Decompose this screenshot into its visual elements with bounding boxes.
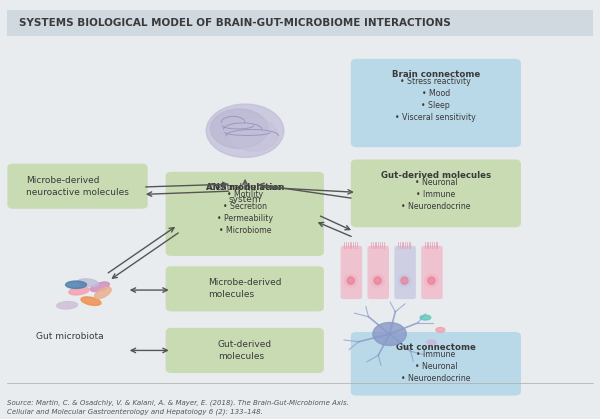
Ellipse shape	[427, 340, 436, 344]
FancyBboxPatch shape	[166, 328, 324, 373]
Text: • Immune
• Neuronal
• Neuroendocrine: • Immune • Neuronal • Neuroendocrine	[401, 350, 470, 383]
FancyBboxPatch shape	[166, 266, 324, 311]
Ellipse shape	[95, 287, 111, 299]
Text: Central nervous
system: Central nervous system	[209, 183, 281, 204]
Ellipse shape	[69, 287, 89, 295]
Ellipse shape	[420, 315, 431, 320]
Text: ANS modulation: ANS modulation	[206, 183, 284, 192]
Ellipse shape	[77, 279, 98, 287]
FancyBboxPatch shape	[7, 163, 148, 209]
Ellipse shape	[65, 281, 86, 288]
Text: Source: Martin, C. & Osadchiy, V. & Kalani, A. & Mayer, E. (2018). The Brain-Gut: Source: Martin, C. & Osadchiy, V. & Kala…	[7, 400, 349, 415]
Text: Microbe-derived
neuroactive molecules: Microbe-derived neuroactive molecules	[26, 176, 129, 197]
Ellipse shape	[91, 282, 109, 292]
FancyBboxPatch shape	[367, 246, 389, 299]
FancyBboxPatch shape	[7, 10, 593, 36]
FancyBboxPatch shape	[421, 246, 443, 299]
Text: • Motility
• Secretion
• Permeability
• Microbiome: • Motility • Secretion • Permeability • …	[217, 190, 273, 235]
Text: Microbe-derived
molecules: Microbe-derived molecules	[208, 279, 281, 299]
FancyBboxPatch shape	[351, 332, 521, 396]
FancyBboxPatch shape	[341, 246, 362, 299]
Ellipse shape	[56, 302, 77, 309]
FancyBboxPatch shape	[394, 246, 416, 299]
Ellipse shape	[401, 277, 408, 285]
Circle shape	[373, 323, 406, 346]
Text: Gut-derived molecules: Gut-derived molecules	[381, 171, 491, 180]
Text: • Neuronal
• Immune
• Neuroendocrine: • Neuronal • Immune • Neuroendocrine	[401, 178, 470, 211]
Circle shape	[211, 109, 268, 148]
Text: Gut connectome: Gut connectome	[396, 344, 476, 352]
Ellipse shape	[371, 274, 384, 287]
FancyBboxPatch shape	[351, 59, 521, 147]
Ellipse shape	[344, 274, 358, 287]
Circle shape	[206, 104, 284, 158]
Text: Gut microbiota: Gut microbiota	[36, 331, 104, 341]
Circle shape	[230, 119, 278, 151]
Ellipse shape	[428, 277, 435, 285]
Ellipse shape	[347, 277, 355, 285]
Text: Brain connectome: Brain connectome	[392, 70, 480, 79]
Text: SYSTEMS BIOLOGICAL MODEL OF BRAIN-GUT-MICROBIOME INTERACTIONS: SYSTEMS BIOLOGICAL MODEL OF BRAIN-GUT-MI…	[19, 18, 451, 28]
Ellipse shape	[398, 274, 411, 287]
Ellipse shape	[374, 277, 381, 285]
FancyBboxPatch shape	[351, 160, 521, 227]
Text: Gut-derived
molecules: Gut-derived molecules	[218, 340, 272, 361]
Ellipse shape	[81, 297, 101, 305]
FancyBboxPatch shape	[166, 172, 324, 256]
Text: • Stress reactivity
• Mood
• Sleep
• Visceral sensitivity: • Stress reactivity • Mood • Sleep • Vis…	[395, 78, 476, 122]
Ellipse shape	[425, 274, 438, 287]
Ellipse shape	[436, 327, 445, 332]
